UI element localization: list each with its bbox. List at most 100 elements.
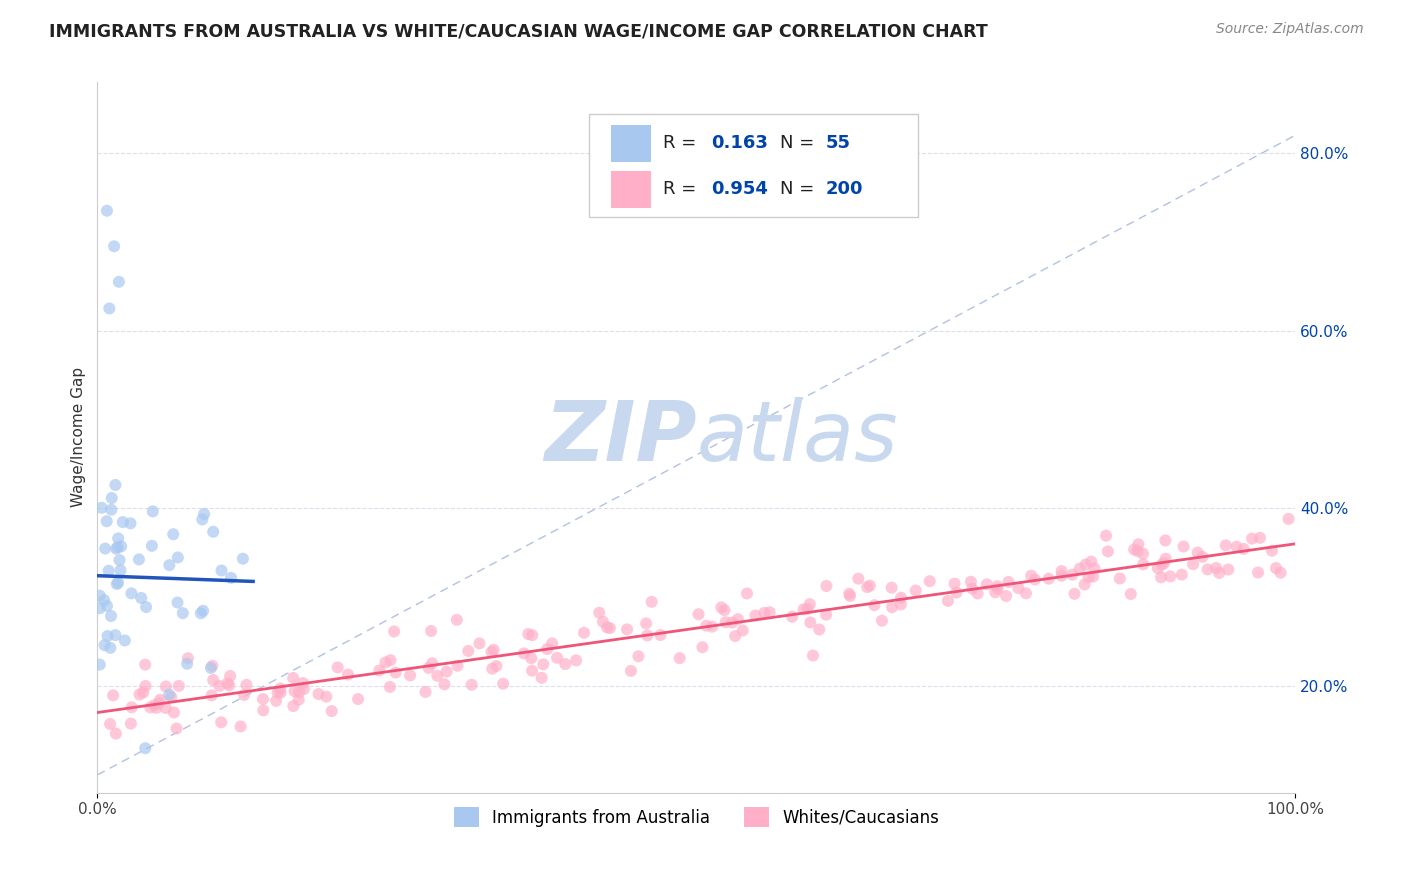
Text: N =: N =	[780, 180, 820, 198]
Point	[987, 582, 1010, 596]
Text: N =: N =	[780, 135, 820, 153]
Point	[201, 689, 224, 703]
Point	[142, 504, 165, 518]
Point	[1173, 540, 1195, 554]
Point	[269, 681, 291, 696]
Point	[1205, 561, 1227, 575]
Point	[1069, 562, 1091, 576]
Point	[270, 686, 292, 700]
Point	[1154, 551, 1177, 566]
Point	[229, 719, 252, 733]
Point	[1197, 562, 1219, 576]
Point	[139, 700, 162, 714]
Point	[415, 685, 437, 699]
Point	[252, 692, 274, 706]
Point	[1240, 532, 1263, 546]
Point	[1019, 568, 1042, 582]
Point	[1182, 557, 1205, 571]
Point	[129, 591, 152, 605]
Text: Source: ZipAtlas.com: Source: ZipAtlas.com	[1216, 22, 1364, 37]
Point	[727, 612, 749, 626]
Point	[592, 615, 614, 629]
Point	[724, 629, 747, 643]
Point	[1062, 567, 1084, 582]
Point	[636, 628, 658, 642]
Point	[266, 685, 288, 699]
Point	[308, 687, 330, 701]
Point	[688, 607, 710, 622]
Point	[287, 692, 309, 706]
FancyBboxPatch shape	[589, 114, 918, 217]
Point	[1128, 537, 1150, 551]
Point	[943, 576, 966, 591]
Point	[384, 665, 406, 680]
Bar	[612, 171, 651, 208]
Point	[1119, 587, 1142, 601]
Point	[100, 502, 122, 516]
Point	[163, 706, 186, 720]
Point	[219, 669, 242, 683]
Point	[233, 688, 256, 702]
Point	[815, 607, 838, 622]
Point	[111, 515, 134, 529]
Point	[134, 741, 156, 756]
Point	[1073, 577, 1095, 591]
Point	[1249, 531, 1271, 545]
Point	[446, 613, 468, 627]
Point	[104, 726, 127, 740]
Text: 0.954: 0.954	[711, 180, 768, 198]
Point	[744, 608, 766, 623]
Point	[1261, 543, 1284, 558]
Point	[166, 596, 188, 610]
Point	[96, 599, 118, 613]
Point	[457, 644, 479, 658]
Point	[1007, 581, 1029, 595]
Point	[166, 550, 188, 565]
Point	[114, 633, 136, 648]
Point	[904, 583, 927, 598]
Point	[1154, 533, 1177, 548]
Point	[209, 715, 232, 730]
Point	[801, 648, 824, 663]
Point	[172, 606, 194, 620]
Point	[1150, 558, 1173, 572]
Point	[758, 605, 780, 619]
Point	[1015, 586, 1038, 600]
Point	[799, 615, 821, 630]
Point	[1218, 562, 1240, 576]
Point	[90, 500, 112, 515]
Point	[1132, 547, 1154, 561]
Point	[101, 689, 124, 703]
Point	[105, 541, 128, 556]
Point	[283, 684, 305, 698]
Point	[599, 621, 621, 635]
Point	[799, 597, 821, 611]
Point	[201, 658, 224, 673]
Point	[838, 587, 860, 601]
Point	[962, 582, 984, 596]
Point	[155, 680, 177, 694]
Point	[446, 658, 468, 673]
Point	[89, 657, 111, 672]
Point	[517, 627, 540, 641]
Point	[1191, 549, 1213, 564]
Point	[337, 667, 360, 681]
Point	[143, 698, 166, 713]
Point	[190, 607, 212, 621]
Point	[546, 650, 568, 665]
Point	[148, 696, 170, 710]
Point	[193, 507, 215, 521]
Point	[110, 539, 132, 553]
Point	[1171, 567, 1194, 582]
Point	[283, 699, 305, 714]
Point	[157, 558, 180, 573]
Point	[1159, 569, 1181, 583]
Point	[668, 651, 690, 665]
Point	[554, 657, 576, 671]
Point	[252, 703, 274, 717]
Point	[288, 685, 311, 699]
Point	[1265, 561, 1288, 575]
Point	[120, 516, 142, 531]
Point	[218, 678, 240, 692]
Point	[1097, 544, 1119, 558]
